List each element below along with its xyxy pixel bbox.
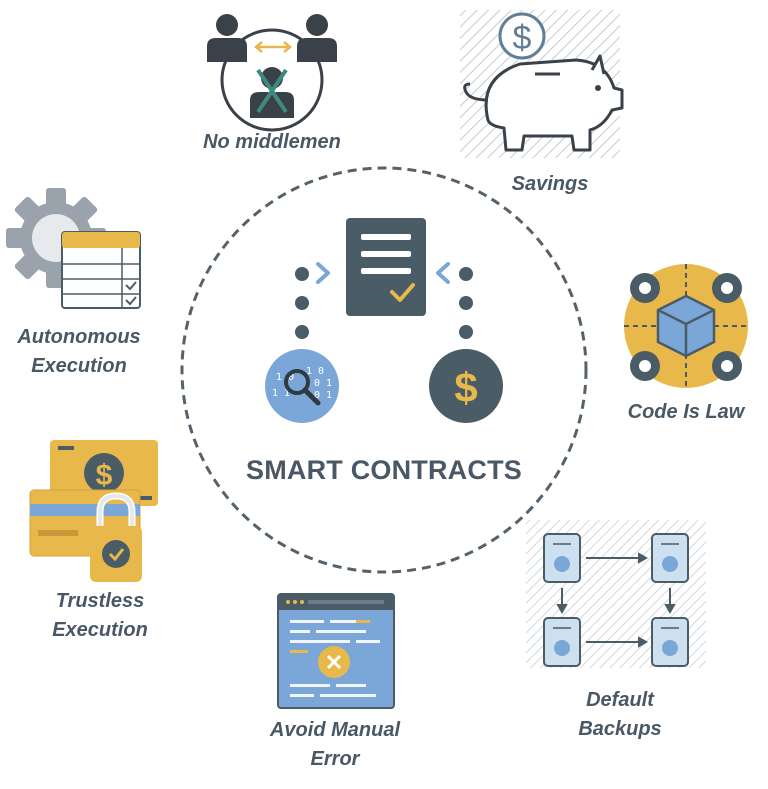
dollar-symbol: $ [454, 364, 477, 411]
label-avoid-manual-error: Avoid Manual Error [250, 716, 420, 774]
label-line: Code Is Law [627, 401, 745, 423]
trustless-dollar-symbol: $ [96, 459, 113, 492]
label-code-is-law: Code Is Law [608, 398, 764, 427]
binary-search-icon: 1 0 0 1 1 1 0 0 1 1 1 1 [265, 349, 344, 423]
label-line: Autonomous [17, 326, 141, 348]
binary-digits-2: 0 1 1 [314, 378, 344, 389]
label-line: Avoid Manual [269, 719, 400, 741]
label-savings: Savings [480, 170, 620, 199]
label-line: Error [310, 748, 360, 770]
dollar-coin-icon: $ [429, 349, 503, 423]
code-window-error-icon [277, 593, 395, 709]
label-default-backups: Default Backups [550, 686, 690, 744]
central-dashed-circle [180, 166, 588, 574]
contract-document-icon [346, 218, 426, 316]
savings-dollar-symbol: $ [513, 19, 532, 57]
chevron-left-icon [436, 262, 450, 284]
binary-digits-4: 0 1 1 [314, 390, 344, 401]
label-line: No middlemen [203, 131, 341, 153]
code-is-law-icon [624, 264, 748, 388]
no-middlemen-icon [207, 14, 337, 132]
label-line: Default [586, 689, 654, 711]
chevron-right-icon [316, 262, 330, 284]
connector-dots-left [295, 267, 309, 339]
gear-checklist-icon [6, 188, 141, 309]
label-trustless-execution: Trustless Execution [30, 587, 170, 645]
label-line: Trustless [55, 590, 145, 612]
label-no-middlemen: No middlemen [182, 128, 362, 157]
label-line: Execution [31, 355, 127, 377]
label-autonomous-execution: Autonomous Execution [4, 323, 154, 381]
diagram-title: SMART CONTRACTS [246, 455, 522, 485]
piggy-bank-icon: $ [460, 10, 624, 158]
label-line: Execution [52, 619, 148, 641]
trustless-lock-icon: $ [29, 440, 158, 582]
connector-dots-right [459, 267, 473, 339]
label-line: Backups [578, 718, 662, 740]
binary-digits-5: 1 1 [272, 388, 290, 399]
label-line: Savings [511, 173, 589, 195]
binary-digits-1: 1 0 [306, 366, 324, 377]
backup-drives-icon [526, 520, 706, 668]
